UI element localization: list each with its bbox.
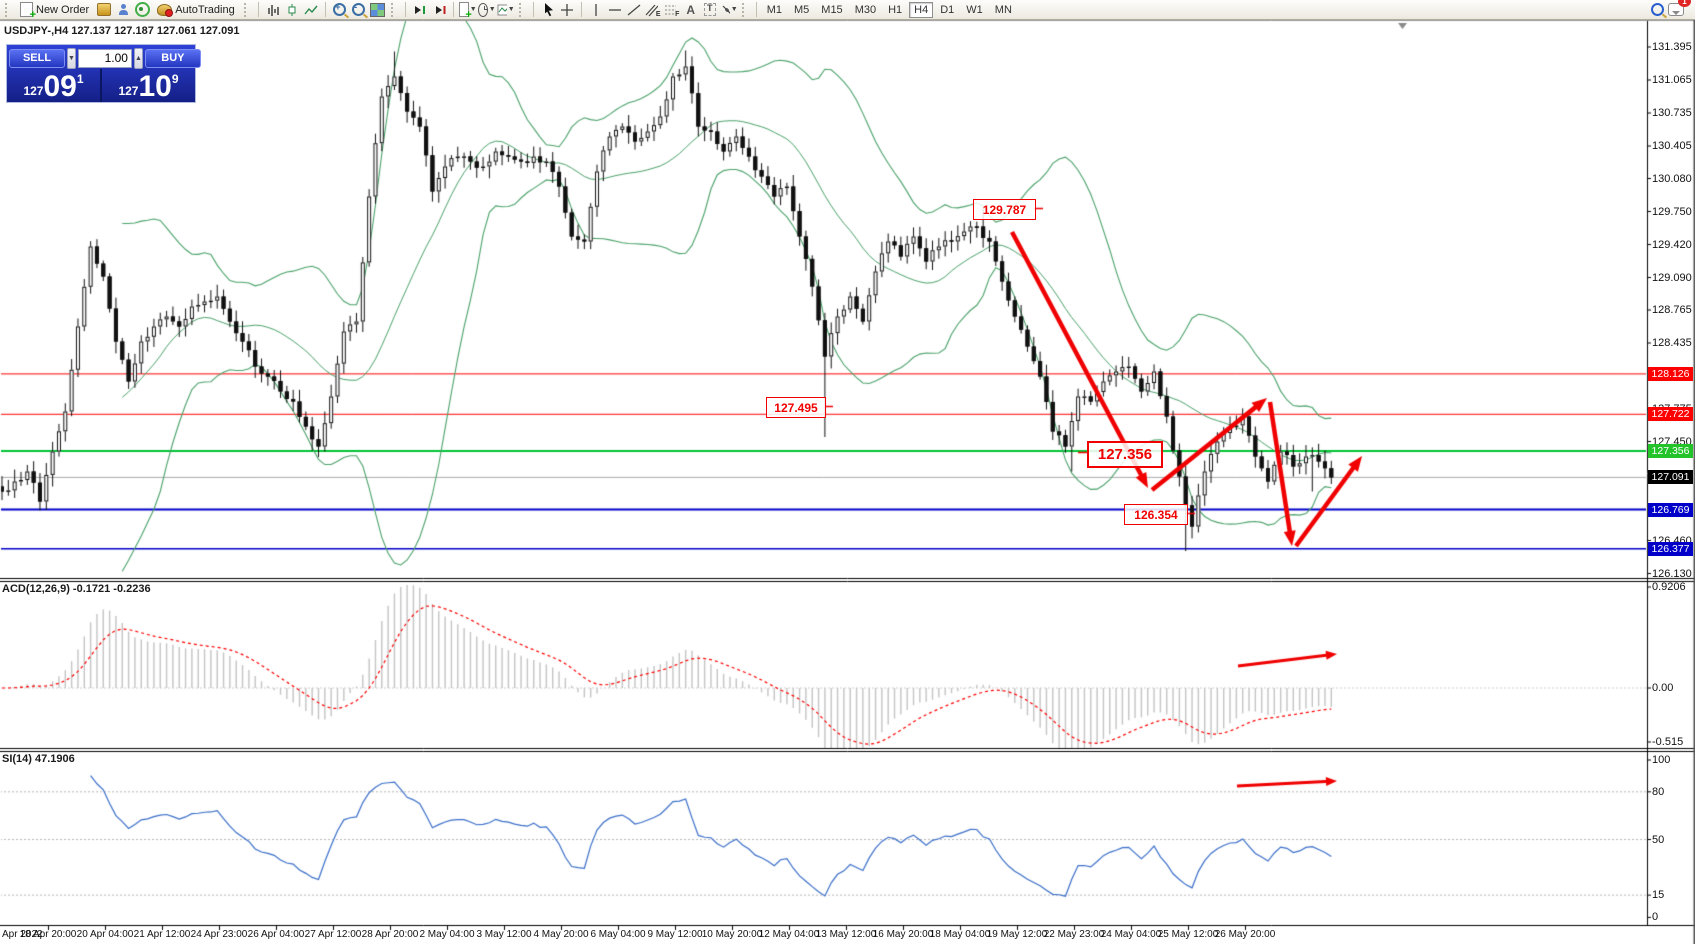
new-chart-dropdown[interactable]: ▼ — [458, 1, 477, 21]
chart-canvas[interactable] — [0, 20, 1695, 944]
volume-decrease-button[interactable]: ▼ — [67, 47, 76, 69]
timeframe-button-M5[interactable]: M5 — [789, 2, 814, 18]
timeframe-button-M30[interactable]: M30 — [850, 2, 881, 18]
volume-input[interactable] — [77, 48, 132, 68]
bar-chart-icon[interactable] — [264, 1, 282, 18]
chart-shift-icon[interactable] — [430, 1, 448, 18]
price-annotation-label[interactable]: 129.787 — [973, 199, 1036, 220]
line-chart-icon[interactable] — [302, 1, 320, 18]
candlestick-chart-icon[interactable] — [283, 1, 301, 18]
sell-price[interactable]: 127 09 1 — [7, 69, 102, 102]
notifications-icon[interactable]: 1 — [1667, 0, 1691, 18]
experts-icon[interactable] — [114, 1, 132, 18]
notification-badge: 1 — [1678, 0, 1691, 7]
search-icon[interactable] — [1648, 1, 1666, 18]
zoom-in-icon[interactable]: + — [331, 1, 349, 18]
vertical-line-tool-icon[interactable] — [587, 1, 605, 18]
sell-button[interactable]: SELL — [9, 48, 65, 68]
tile-windows-icon[interactable] — [369, 1, 387, 18]
autotrading-icon — [157, 3, 174, 17]
timeframe-button-M1[interactable]: M1 — [762, 2, 787, 18]
fibonacci-tool-letter: F — [675, 11, 680, 18]
equidistant-channel-tool-icon[interactable]: E — [644, 1, 662, 18]
toolbar-grip[interactable] — [5, 2, 11, 17]
text-tool-icon[interactable]: A — [686, 2, 696, 17]
price-annotation-label[interactable]: 126.354 — [1124, 504, 1188, 525]
horizontal-line-tool-icon[interactable] — [606, 1, 624, 18]
timeframe-button-D1[interactable]: D1 — [935, 2, 959, 18]
sell-price-prefix: 127 — [23, 84, 44, 98]
market-icon[interactable] — [95, 1, 113, 18]
price-annotation-label[interactable]: 127.356 — [1087, 441, 1163, 468]
timeframe-group: M1 M5 M15 M30 H1 H4 D1 W1 MN — [762, 1, 1017, 18]
timeframe-button-M15[interactable]: M15 — [816, 2, 847, 18]
buy-button[interactable]: BUY — [144, 48, 201, 68]
timeframe-button-W1[interactable]: W1 — [961, 2, 988, 18]
timeframe-button-H4[interactable]: H4 — [909, 1, 934, 18]
timeframe-button-MN[interactable]: MN — [990, 2, 1017, 18]
volume-increase-button[interactable]: ▲ — [133, 47, 143, 69]
indicators-dropdown[interactable]: ▼ — [497, 1, 515, 18]
channel-tool-letter: E — [655, 11, 661, 18]
buy-price-big: 10 — [138, 70, 172, 103]
buy-price-prefix: 127 — [118, 84, 139, 98]
price-annotation-label[interactable]: 127.495 — [766, 397, 826, 418]
new-order-button[interactable]: New Order — [15, 2, 94, 21]
autotrading-label: AutoTrading — [175, 3, 235, 16]
sell-price-big: 09 — [43, 70, 77, 103]
cursor-tool-icon[interactable] — [539, 1, 557, 18]
timeframe-button-H1[interactable]: H1 — [883, 2, 907, 18]
signals-icon[interactable] — [133, 1, 151, 18]
scroll-to-end-icon[interactable] — [411, 1, 429, 18]
new-order-label: New Order — [36, 3, 90, 16]
buy-price-sup: 9 — [171, 72, 179, 86]
sell-price-sup: 1 — [76, 72, 84, 86]
crosshair-tool-icon[interactable] — [558, 1, 576, 18]
arrows-tool-dropdown[interactable]: ▼ — [720, 1, 738, 18]
new-order-icon — [20, 2, 36, 21]
text-label-tool-icon[interactable]: T — [701, 1, 719, 18]
fibonacci-tool-icon[interactable]: F — [663, 1, 681, 18]
one-click-trading-panel: SELL ▼ ▲ BUY 127 09 1 127 10 9 — [6, 44, 201, 103]
buy-price[interactable]: 127 10 9 — [102, 69, 195, 102]
autotrading-button[interactable]: AutoTrading — [152, 2, 240, 18]
trendline-tool-icon[interactable] — [625, 1, 643, 18]
profiles-dropdown[interactable]: ▼ — [477, 1, 496, 18]
zoom-out-icon[interactable]: - — [350, 1, 368, 18]
main-toolbar: New Order AutoTrading + - ▼ ▼ ▼ — [0, 0, 1695, 21]
